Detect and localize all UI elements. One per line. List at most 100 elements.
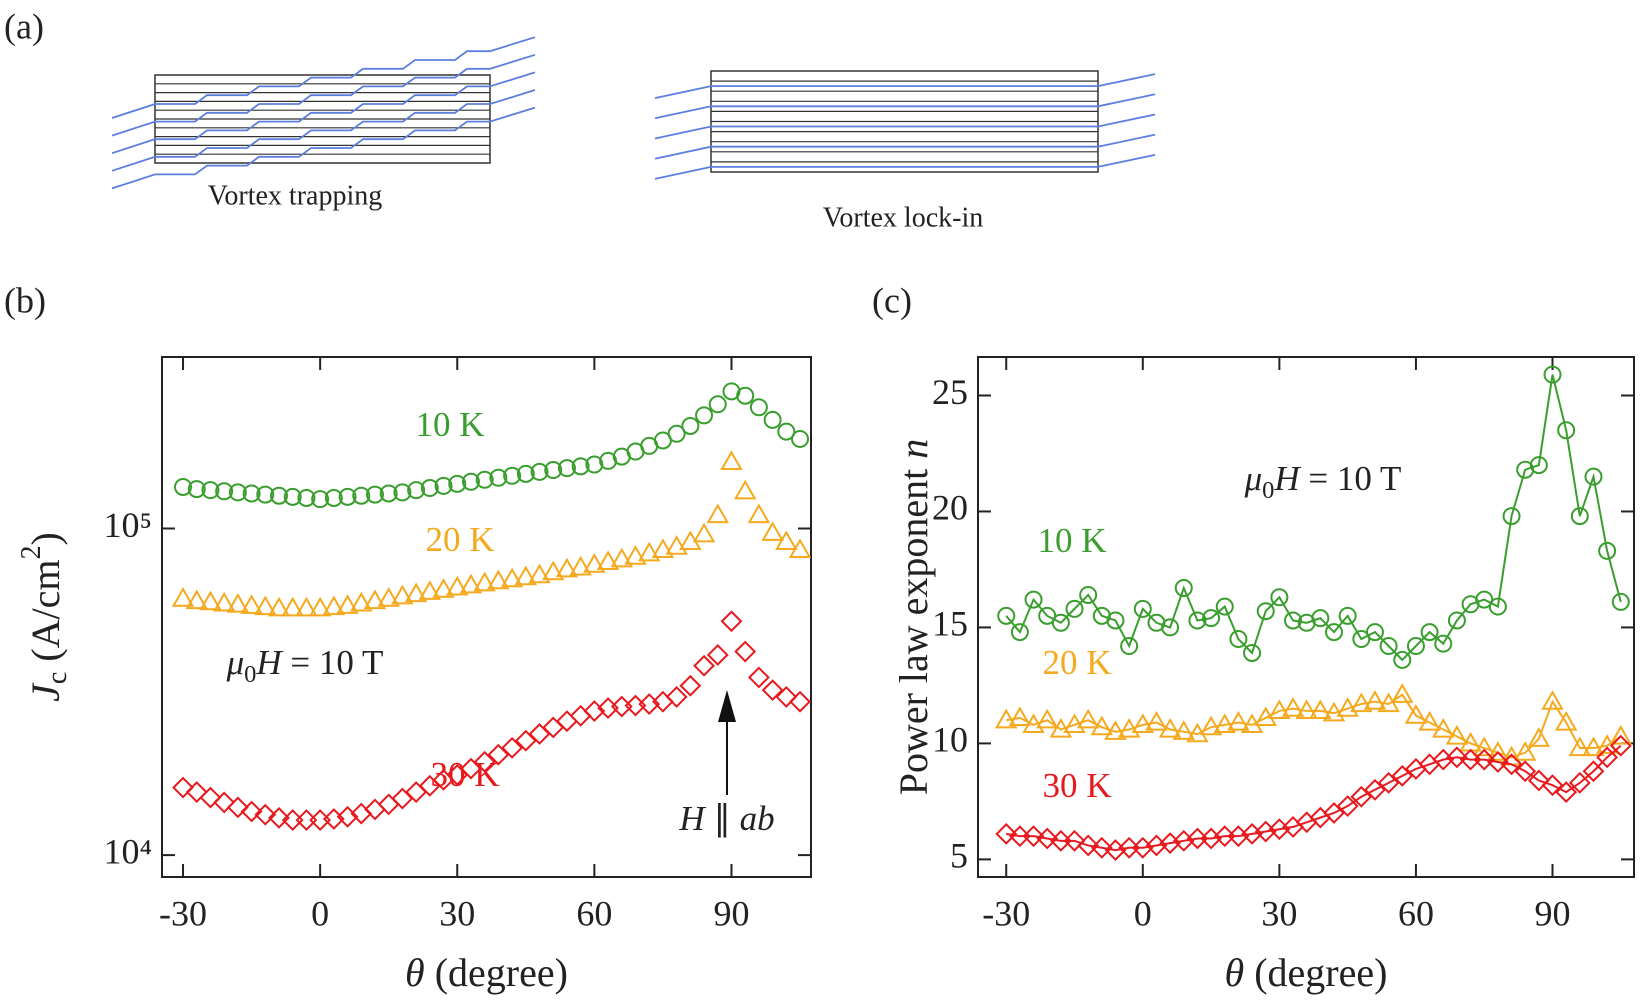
text-part: H xyxy=(1273,459,1301,498)
y-axis-title: Jc (A/cm2) xyxy=(16,532,73,702)
marker xyxy=(1541,690,1564,710)
marker xyxy=(1227,711,1250,731)
marker xyxy=(1488,597,1507,616)
marker xyxy=(1418,711,1441,731)
marker xyxy=(788,538,812,559)
marker xyxy=(720,610,743,633)
series-label: 20 K xyxy=(1042,643,1111,682)
marker xyxy=(1555,781,1578,804)
marker xyxy=(311,490,330,509)
marker xyxy=(199,786,222,809)
series-label: 10 K xyxy=(415,405,484,444)
vortex-line xyxy=(654,113,1156,140)
marker xyxy=(254,595,277,616)
y-tick-label: 10 xyxy=(932,720,968,760)
marker xyxy=(448,474,467,493)
text-part: 2 xyxy=(16,545,47,559)
y-tick-label: 15 xyxy=(932,604,968,644)
marker xyxy=(1161,618,1180,637)
vortex-line xyxy=(111,71,536,155)
marker xyxy=(1336,795,1359,817)
marker xyxy=(1598,541,1617,560)
marker xyxy=(254,803,277,826)
series-label: 30 K xyxy=(1042,766,1111,805)
marker xyxy=(226,593,250,613)
marker xyxy=(473,750,496,773)
marker xyxy=(1379,636,1398,655)
marker xyxy=(404,582,428,603)
marker xyxy=(775,530,798,550)
text-part: = 10 T xyxy=(1300,459,1402,498)
marker xyxy=(1133,599,1152,618)
marker xyxy=(1500,753,1523,776)
marker xyxy=(1338,606,1357,625)
marker xyxy=(1145,711,1168,731)
marker xyxy=(487,743,510,766)
marker xyxy=(268,806,290,829)
marker xyxy=(407,481,426,500)
marker xyxy=(775,686,798,708)
diagram xyxy=(111,36,1156,190)
text-part: c xyxy=(42,672,73,684)
marker xyxy=(1215,597,1234,616)
marker xyxy=(585,455,604,474)
marker xyxy=(434,476,453,495)
marker xyxy=(734,640,757,663)
vortex-line xyxy=(654,73,1156,99)
marker xyxy=(1473,736,1496,757)
marker xyxy=(1256,602,1275,621)
marker xyxy=(1406,636,1425,655)
text-part: J xyxy=(23,682,68,702)
marker xyxy=(749,398,768,417)
marker xyxy=(995,708,1018,729)
text-part: 0 xyxy=(1262,477,1274,504)
marker xyxy=(1022,713,1045,733)
marker xyxy=(391,787,414,810)
marker xyxy=(681,416,700,435)
marker xyxy=(1350,692,1373,713)
marker xyxy=(270,486,289,505)
marker xyxy=(1284,611,1303,630)
marker xyxy=(1570,507,1589,526)
x-axis-title: θ (degree) xyxy=(405,950,568,995)
marker xyxy=(1243,643,1262,662)
text-part: ab xyxy=(740,799,775,838)
marker xyxy=(706,503,729,524)
x-tick-label: 90 xyxy=(713,893,749,933)
marker xyxy=(569,555,592,576)
vortex-line xyxy=(654,93,1156,120)
marker xyxy=(1513,741,1537,761)
marker xyxy=(460,757,482,780)
marker xyxy=(1079,585,1098,604)
marker xyxy=(338,487,357,506)
vortex-line xyxy=(111,89,536,172)
marker xyxy=(1432,717,1455,738)
marker xyxy=(1541,774,1564,797)
marker xyxy=(1254,706,1277,727)
marker xyxy=(1554,711,1578,731)
marker xyxy=(695,406,714,425)
x-tick-label: 0 xyxy=(1134,893,1152,933)
x-tick-label: 60 xyxy=(576,893,612,933)
marker xyxy=(1363,690,1387,710)
marker xyxy=(1229,630,1248,649)
marker xyxy=(1365,623,1384,642)
x-tick-label: 30 xyxy=(1261,893,1297,933)
marker xyxy=(1311,609,1330,628)
marker xyxy=(555,557,579,578)
marker xyxy=(1364,778,1386,801)
marker xyxy=(1120,636,1139,655)
marker xyxy=(763,410,782,429)
marker xyxy=(733,479,757,500)
marker xyxy=(1611,592,1630,611)
marker xyxy=(1486,751,1509,773)
field-annotation: μ0H = 10 T xyxy=(226,643,384,688)
x-tick-label: -30 xyxy=(982,893,1030,933)
marker xyxy=(1022,825,1045,848)
marker xyxy=(514,565,538,586)
marker xyxy=(1188,611,1207,630)
marker xyxy=(610,547,634,568)
panel-label: (a) xyxy=(4,6,44,46)
marker xyxy=(791,429,810,448)
